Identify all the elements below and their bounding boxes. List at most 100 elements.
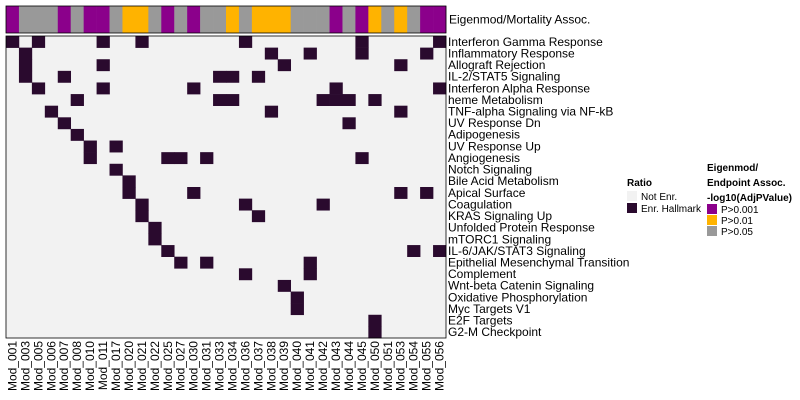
annotation-cell (122, 6, 136, 33)
annotation-cell (342, 6, 356, 33)
row-label: UV Response Up (448, 139, 541, 153)
annotation-cell (148, 6, 162, 33)
legend-annotation-label: P>0.001 (721, 205, 759, 216)
column-label: Mod_003 (18, 341, 32, 391)
row-label: Allograft Rejection (448, 58, 545, 72)
legend-annotation-title: Eigenmod/ (707, 163, 758, 174)
annotation-cell (355, 6, 369, 33)
row-label: IL-2/STAT5 Signaling (448, 70, 560, 84)
heatmap-cell (368, 314, 382, 327)
heatmap-cell (394, 105, 408, 118)
heatmap-cell (122, 175, 136, 188)
heatmap-cell (303, 47, 317, 60)
legend-annotation-title: -log10(AdjPValue) (707, 193, 792, 204)
annotation-cell (420, 6, 434, 33)
heatmap-cell (135, 210, 149, 223)
annotation-cell (277, 6, 292, 33)
annotation-cell (329, 6, 343, 33)
heatmap-cell (83, 140, 97, 153)
column-label: Mod_043 (329, 341, 343, 391)
annotation-bar (5, 5, 447, 34)
heatmap-cell (57, 117, 72, 130)
heatmap-cell (238, 268, 253, 281)
row-label: Complement (448, 267, 517, 281)
annotation-cell (174, 6, 188, 33)
heatmap-cell (238, 198, 253, 211)
heatmap-cell (226, 94, 240, 106)
annotation-border (5, 5, 447, 34)
heatmap-cell (226, 70, 240, 83)
annotation-cell (303, 6, 317, 33)
column-label: Mod_005 (31, 341, 45, 391)
heatmap-cell (290, 303, 304, 316)
annotation-cell (83, 6, 97, 33)
heatmap-cell (394, 187, 408, 199)
annotation-cell (316, 6, 330, 33)
column-label: Mod_025 (161, 341, 175, 391)
annotation-cell (381, 6, 395, 33)
heatmap-cell (18, 47, 33, 60)
legend-ratio-swatch (627, 191, 637, 201)
heatmap-cell (290, 291, 304, 304)
annotation-cell (44, 6, 59, 33)
row-label: Adipogenesis (448, 128, 520, 142)
column-label: Mod_056 (433, 341, 447, 391)
heatmap-cell (122, 187, 136, 199)
column-label: Mod_031 (200, 341, 214, 391)
heatmap-cell (238, 36, 253, 48)
annotation-cell (407, 6, 421, 33)
annotation-cell (213, 6, 227, 33)
heatmap-cell (70, 128, 84, 141)
legend-annotation-swatch (707, 204, 717, 214)
column-label: Mod_007 (57, 341, 71, 391)
heatmap-cell (31, 82, 46, 95)
column-label: Mod_041 (303, 341, 317, 391)
heatmap-cell (44, 105, 59, 118)
heatmap-cell (70, 94, 84, 106)
row-label: Myc Targets V1 (448, 302, 531, 316)
legend-annotation-label: P>0.01 (721, 216, 753, 227)
column-label: Mod_027 (174, 341, 188, 391)
row-label: Inflammatory Response (448, 46, 575, 60)
heatmap-cell (174, 152, 188, 165)
annotation-bar-label: Eigenmod/Mortality Assoc. (449, 13, 590, 27)
row-label: G2-M Checkpoint (448, 325, 542, 339)
column-label: Mod_036 (238, 341, 252, 391)
heatmap-cell (96, 36, 110, 48)
heatmap-cell (264, 105, 279, 118)
row-label: KRAS Signaling Up (448, 209, 552, 223)
legend-ratio-label: Not Enr. (641, 192, 677, 203)
heatmap-cell (394, 59, 408, 72)
annotation-cell (96, 6, 110, 33)
annotation-cell (200, 6, 214, 33)
column-label: Mod_001 (5, 341, 19, 391)
column-label: Mod_010 (83, 341, 97, 391)
heatmap-cell (174, 256, 188, 269)
row-label: Notch Signaling (448, 163, 532, 177)
legend-annotation-swatch (707, 215, 717, 225)
annotation-cell (135, 6, 149, 33)
annotation-cell (57, 6, 72, 33)
heatmap-cell (18, 59, 33, 72)
heatmap-cell (213, 70, 227, 83)
heatmap-cell (368, 326, 382, 339)
heatmap-cell (148, 221, 162, 234)
annotation-cell (264, 6, 279, 33)
row-label: Bile Acid Metabolism (448, 174, 559, 188)
column-label: Mod_055 (420, 341, 434, 391)
annotation-cell (161, 6, 175, 33)
column-label: Mod_044 (342, 341, 356, 391)
heatmap-cell (135, 36, 149, 48)
annotation-cell (238, 6, 253, 33)
annotation-cell (187, 6, 201, 33)
legend-ratio: Ratio Not Enr.Enr. Hallmark (627, 178, 702, 215)
row-label: Interferon Gamma Response (448, 35, 603, 49)
heatmap-cell (355, 36, 369, 48)
column-label: Mod_053 (394, 341, 408, 391)
heatmap-cell (251, 210, 266, 223)
heatmap-cell (200, 256, 214, 269)
column-label: Mod_054 (407, 341, 421, 391)
heatmap-cell (83, 152, 97, 165)
heatmap-cell (96, 82, 110, 95)
annotation-cell (70, 6, 84, 33)
